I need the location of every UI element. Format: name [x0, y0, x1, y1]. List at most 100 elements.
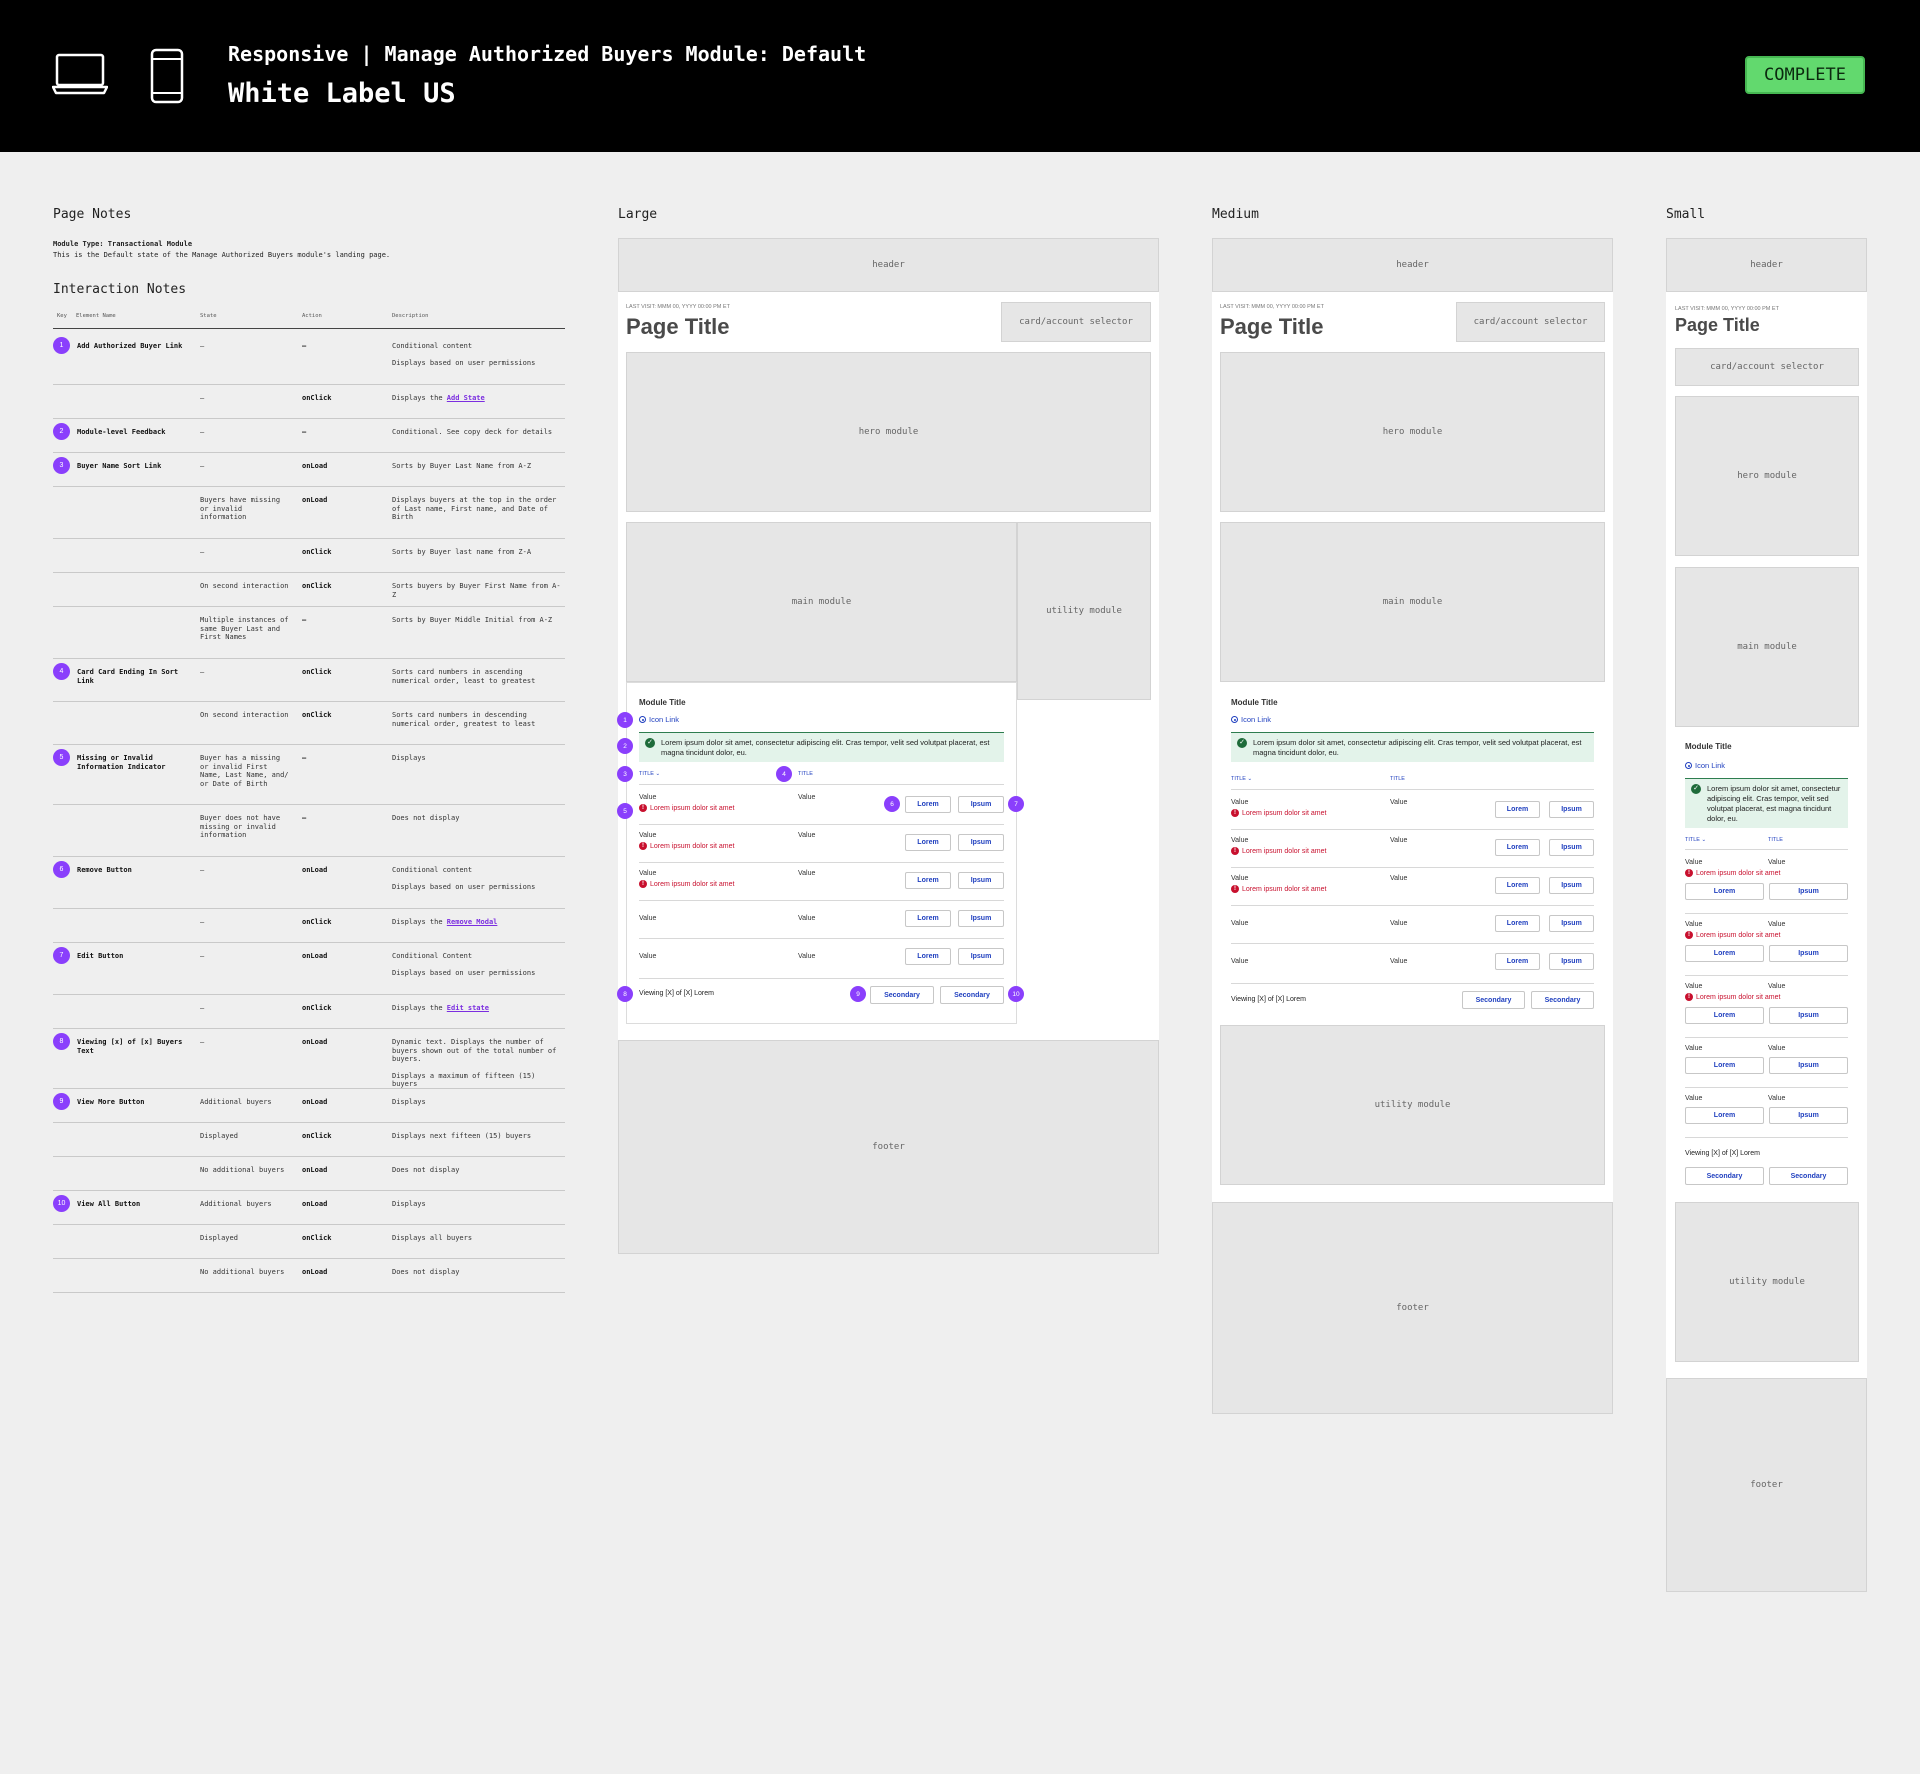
description-cell: Conditional content Displays based on use… — [392, 866, 564, 891]
description-cell: Does not display — [392, 1166, 564, 1175]
remove-button[interactable]: Lorem — [905, 834, 951, 851]
edit-button[interactable]: Ipsum — [1549, 953, 1594, 970]
edit-button[interactable]: Ipsum — [958, 910, 1004, 927]
row-divider — [1231, 943, 1594, 944]
remove-button[interactable]: Lorem — [1685, 883, 1764, 900]
action-cell: onClick — [302, 1004, 332, 1012]
error-icon: ! — [639, 804, 647, 812]
small-header: header — [1666, 238, 1867, 292]
description-text: Does not display — [392, 1268, 460, 1276]
medium-viewing-text: Viewing [X] of [X] Lorem — [1231, 996, 1306, 1003]
view-more-button[interactable]: Secondary — [870, 986, 934, 1004]
edit-button[interactable]: Ipsum — [1549, 915, 1594, 932]
spec-link[interactable]: Edit state — [446, 1004, 489, 1012]
state-cell: No additional buyers — [200, 1268, 285, 1276]
description-note: Displays a maximum of fifteen (15) buyer… — [392, 1071, 536, 1089]
remove-button[interactable]: Lorem — [905, 796, 951, 813]
buyer-value: Value — [1685, 983, 1703, 990]
key-badge: 7 — [53, 947, 70, 964]
error-text: Lorem ipsum dolor sit amet — [1696, 869, 1781, 877]
buyer-value: Value — [1390, 920, 1408, 927]
col-action: Action — [302, 313, 322, 319]
missing-info-indicator: ! Lorem ipsum dolor sit amet — [639, 804, 734, 812]
large-icon-link[interactable]: Icon Link — [639, 715, 679, 724]
view-more-button[interactable]: Secondary — [1462, 991, 1525, 1009]
description-cell: Sorts buyers by Buyer First Name from A-… — [392, 582, 564, 599]
remove-button[interactable]: Lorem — [1495, 839, 1540, 856]
edit-button[interactable]: Ipsum — [1769, 945, 1848, 962]
medium-sort-title-2[interactable]: TITLE — [1390, 776, 1405, 782]
top-banner — [0, 0, 1920, 152]
row-divider — [53, 1028, 565, 1029]
medium-selector[interactable]: card/account selector — [1456, 302, 1605, 342]
icon-link-label: Icon Link — [1695, 761, 1726, 770]
remove-button[interactable]: Lorem — [1495, 877, 1540, 894]
remove-button[interactable]: Lorem — [1685, 1057, 1764, 1074]
error-text: Lorem ipsum dolor sit amet — [1696, 931, 1781, 939]
remove-button[interactable]: Lorem — [1685, 1107, 1764, 1124]
remove-button[interactable]: Lorem — [905, 948, 951, 965]
view-more-button[interactable]: Secondary — [1685, 1167, 1764, 1185]
edit-button[interactable]: Ipsum — [958, 834, 1004, 851]
spec-link[interactable]: Add State — [446, 394, 485, 402]
remove-button[interactable]: Lorem — [905, 910, 951, 927]
spec-link[interactable]: Remove Modal — [446, 918, 498, 926]
error-text: Lorem ipsum dolor sit amet — [1242, 847, 1327, 855]
remove-button[interactable]: Lorem — [1685, 945, 1764, 962]
view-all-button[interactable]: Secondary — [1769, 1167, 1848, 1185]
error-icon: ! — [1231, 885, 1239, 893]
edit-button[interactable]: Ipsum — [958, 948, 1004, 965]
description-cell: Displays buyers at the top in the order … — [392, 496, 564, 522]
chevron-down-icon: ⌄ — [655, 771, 661, 777]
small-selector[interactable]: card/account selector — [1675, 348, 1859, 386]
document-title: White Label US — [228, 78, 456, 109]
remove-button[interactable]: Lorem — [1685, 1007, 1764, 1024]
edit-button[interactable]: Ipsum — [1769, 1107, 1848, 1124]
edit-button[interactable]: Ipsum — [1769, 1057, 1848, 1074]
large-sort-title-1[interactable]: TITLE ⌄ — [639, 771, 660, 777]
view-all-button[interactable]: Secondary — [1531, 991, 1594, 1009]
remove-button[interactable]: Lorem — [1495, 953, 1540, 970]
large-feedback: ✓ Lorem ipsum dolor sit amet, consectetu… — [639, 732, 1004, 762]
medium-icon-link[interactable]: Icon Link — [1231, 715, 1271, 724]
remove-button[interactable]: Lorem — [905, 872, 951, 889]
edit-button[interactable]: Ipsum — [958, 872, 1004, 889]
large-sort-title-2[interactable]: TITLE — [798, 771, 813, 777]
view-all-button[interactable]: Secondary — [940, 986, 1004, 1004]
laptop-icon — [51, 53, 109, 99]
edit-button[interactable]: Ipsum — [1769, 1007, 1848, 1024]
edit-button[interactable]: Ipsum — [1549, 877, 1594, 894]
large-selector[interactable]: card/account selector — [1001, 302, 1151, 342]
description-text: Displays the — [392, 918, 447, 926]
annotation-pin-9: 9 — [850, 986, 866, 1002]
check-icon: ✓ — [1237, 738, 1247, 748]
description-text: Displays — [392, 754, 426, 762]
state-cell: – — [200, 428, 205, 436]
edit-button[interactable]: Ipsum — [1769, 883, 1848, 900]
row-divider — [1685, 1087, 1848, 1088]
error-icon: ! — [1231, 809, 1239, 817]
medium-sort-title-1[interactable]: TITLE ⌄ — [1231, 776, 1252, 782]
large-utility: utility module — [1017, 522, 1151, 700]
edit-button[interactable]: Ipsum — [1549, 801, 1594, 818]
remove-button[interactable]: Lorem — [1495, 915, 1540, 932]
description-cell: Does not display — [392, 1268, 564, 1277]
description-text: Conditional content — [392, 866, 473, 874]
medium-feedback: ✓ Lorem ipsum dolor sit amet, consectetu… — [1231, 732, 1594, 762]
icon-link-label: Icon Link — [649, 715, 680, 724]
small-sort-title-2[interactable]: TITLE — [1768, 837, 1783, 843]
module-type: Module Type: Transactional Module — [53, 240, 193, 248]
description-cell: Sorts card numbers in ascending numerica… — [392, 668, 564, 685]
feedback-text: Lorem ipsum dolor sit amet, consectetur … — [1253, 738, 1582, 757]
description-cell: Sorts card numbers in descending numeric… — [392, 711, 564, 728]
edit-button[interactable]: Ipsum — [958, 796, 1004, 813]
buyer-value: Value — [1390, 837, 1408, 844]
remove-button[interactable]: Lorem — [1495, 801, 1540, 818]
description-text: Displays next fifteen (15) buyers — [392, 1132, 532, 1140]
row-divider — [53, 384, 565, 385]
edit-button[interactable]: Ipsum — [1549, 839, 1594, 856]
small-sort-title-1[interactable]: TITLE ⌄ — [1685, 837, 1706, 843]
sort-label: TITLE — [639, 771, 654, 777]
state-cell: Additional buyers — [200, 1098, 272, 1106]
small-icon-link[interactable]: Icon Link — [1685, 761, 1725, 770]
